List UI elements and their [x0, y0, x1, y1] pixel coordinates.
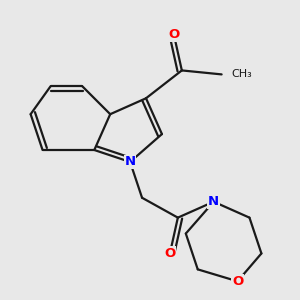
Text: O: O: [168, 28, 179, 41]
Text: CH₃: CH₃: [232, 69, 252, 80]
Text: N: N: [208, 195, 219, 208]
Text: N: N: [124, 155, 136, 168]
Text: O: O: [164, 247, 175, 260]
Text: O: O: [232, 275, 243, 288]
